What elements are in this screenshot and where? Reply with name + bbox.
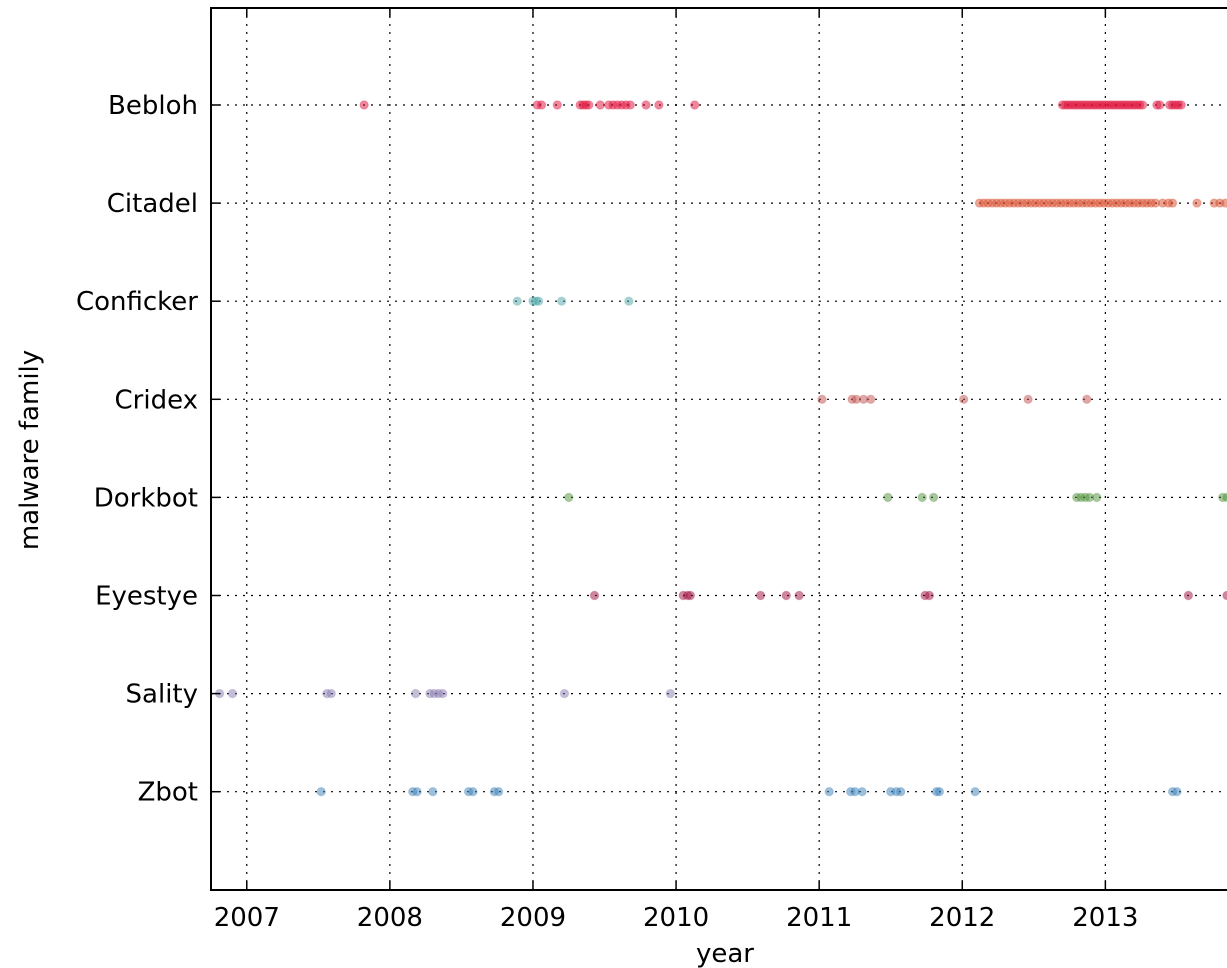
y-tick-label-citadel: Citadel bbox=[107, 189, 198, 219]
point-zbot bbox=[970, 787, 980, 797]
point-bebloh bbox=[595, 100, 605, 110]
point-zbot bbox=[824, 787, 834, 797]
point-eyestye bbox=[794, 590, 804, 601]
point-bebloh bbox=[552, 100, 562, 110]
point-bebloh bbox=[1176, 100, 1186, 110]
point-sality bbox=[326, 688, 336, 699]
point-bebloh bbox=[689, 100, 700, 110]
point-bebloh bbox=[641, 100, 651, 110]
point-eyestye bbox=[685, 590, 696, 601]
x-tick-label: 2007 bbox=[214, 903, 280, 933]
point-eyestye bbox=[924, 590, 935, 601]
point-sality bbox=[438, 688, 448, 699]
x-tick-label: 2011 bbox=[786, 903, 852, 933]
y-tick-label-zbot: Zbot bbox=[138, 778, 198, 808]
point-eyestye bbox=[781, 590, 791, 601]
plot-frame bbox=[210, 7, 1227, 891]
point-zbot bbox=[934, 787, 945, 797]
x-tick-label: 2013 bbox=[1072, 903, 1138, 933]
point-dorkbot bbox=[928, 492, 939, 503]
x-tick-label: 2009 bbox=[500, 903, 566, 933]
point-dorkbot bbox=[1092, 492, 1102, 503]
point-zbot bbox=[428, 787, 438, 797]
point-cridex bbox=[817, 394, 827, 404]
point-bebloh bbox=[1137, 100, 1148, 110]
point-citadel bbox=[1220, 198, 1227, 208]
x-tick-label: 2010 bbox=[643, 903, 709, 933]
point-cridex bbox=[1023, 394, 1033, 404]
point-zbot bbox=[493, 787, 504, 797]
axes-layer: 2007 2008 2009 2010 2011 2012 2013 Bebloh Citade… bbox=[76, 7, 1227, 933]
point-citadel bbox=[1167, 198, 1178, 208]
point-bebloh bbox=[536, 100, 547, 110]
point-sality bbox=[227, 688, 238, 699]
x-axis-label: year bbox=[696, 939, 754, 968]
point-citadel bbox=[1192, 198, 1202, 208]
point-dorkbot bbox=[883, 492, 893, 503]
point-cridex bbox=[865, 394, 876, 404]
y-tick-label-sality: Sality bbox=[126, 680, 198, 710]
point-dorkbot bbox=[564, 492, 574, 503]
point-conficker bbox=[533, 296, 544, 306]
grid-layer bbox=[211, 8, 1227, 890]
point-sality bbox=[410, 688, 421, 699]
x-tick-label: 2012 bbox=[929, 903, 995, 933]
point-cridex bbox=[1082, 394, 1092, 404]
point-eyestye bbox=[1222, 590, 1227, 601]
point-bebloh bbox=[584, 100, 594, 110]
point-bebloh bbox=[625, 100, 635, 110]
y-tick-label-eyestye: Eyestye bbox=[95, 582, 198, 612]
point-bebloh bbox=[359, 100, 369, 110]
y-axis-label: malware family bbox=[15, 350, 45, 550]
x-tick-label: 2008 bbox=[357, 903, 423, 933]
point-bebloh bbox=[654, 100, 664, 110]
point-zbot bbox=[896, 787, 906, 797]
point-conficker bbox=[556, 296, 567, 306]
point-eyestye bbox=[1183, 590, 1194, 601]
point-zbot bbox=[857, 787, 867, 797]
point-bebloh bbox=[1155, 100, 1165, 110]
point-dorkbot bbox=[1222, 492, 1227, 503]
y-tick-label-bebloh: Bebloh bbox=[108, 91, 198, 121]
point-conficker bbox=[624, 296, 634, 306]
y-tick-label-cridex: Cridex bbox=[115, 385, 199, 415]
point-zbot bbox=[412, 787, 422, 797]
point-dorkbot bbox=[917, 492, 927, 503]
y-tick-label-conficker: Conficker bbox=[76, 287, 198, 317]
point-cridex bbox=[958, 394, 969, 404]
point-zbot bbox=[316, 787, 326, 797]
point-conficker bbox=[512, 296, 522, 306]
point-sality bbox=[559, 688, 570, 699]
y-tick-label-dorkbot: Dorkbot bbox=[94, 483, 198, 513]
points-layer bbox=[214, 100, 1227, 797]
point-zbot bbox=[468, 787, 478, 797]
point-eyestye bbox=[755, 590, 766, 601]
point-sality bbox=[665, 688, 676, 699]
point-zbot bbox=[1172, 787, 1182, 797]
point-eyestye bbox=[589, 590, 600, 601]
